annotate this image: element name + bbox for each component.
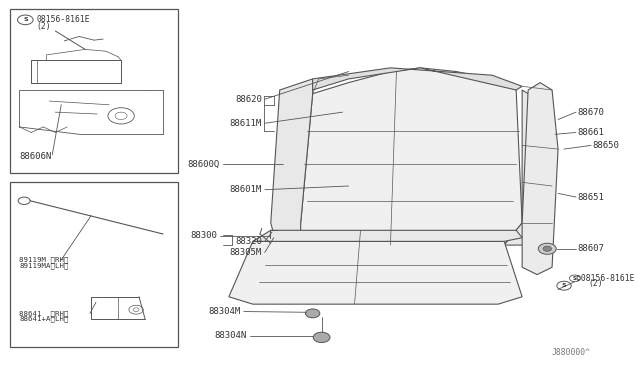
Text: 88607: 88607 (578, 244, 605, 253)
Text: S: S (573, 276, 577, 281)
Text: 88304N: 88304N (214, 331, 247, 340)
Text: 88304M: 88304M (209, 307, 241, 316)
Text: 89119MA〈LH〉: 89119MA〈LH〉 (19, 262, 69, 269)
Text: (2): (2) (588, 279, 603, 288)
Text: ©08156-8161E: ©08156-8161E (576, 274, 634, 283)
Text: S: S (562, 283, 566, 288)
Text: 88606N: 88606N (19, 152, 52, 161)
Text: 88641  〈RH〉: 88641 〈RH〉 (19, 310, 69, 317)
Circle shape (543, 246, 552, 251)
Polygon shape (271, 79, 313, 245)
Polygon shape (253, 230, 522, 241)
Text: 88600Q: 88600Q (188, 160, 220, 169)
Text: S: S (23, 17, 28, 22)
Text: 88601M: 88601M (230, 185, 262, 194)
Text: 88651: 88651 (578, 193, 605, 202)
Text: J880000^: J880000^ (552, 348, 591, 357)
Circle shape (313, 332, 330, 343)
Text: 88300: 88300 (190, 231, 217, 240)
Polygon shape (313, 68, 522, 90)
Text: (2): (2) (36, 22, 51, 31)
Polygon shape (276, 68, 522, 245)
Circle shape (538, 243, 556, 254)
Text: 88620: 88620 (235, 95, 262, 104)
Text: 88661: 88661 (578, 128, 605, 137)
Circle shape (305, 309, 320, 318)
Text: 08156-8161E: 08156-8161E (36, 15, 90, 24)
Text: 88670: 88670 (578, 108, 605, 117)
Text: 89119M 〈RH〉: 89119M 〈RH〉 (19, 257, 69, 263)
Text: 88641+A〈LH〉: 88641+A〈LH〉 (19, 315, 69, 322)
Polygon shape (229, 241, 522, 304)
Text: 88320: 88320 (235, 237, 262, 246)
Text: 88650: 88650 (593, 141, 620, 150)
Text: 88305M: 88305M (230, 248, 262, 257)
Polygon shape (522, 83, 558, 275)
Text: 88611M: 88611M (230, 119, 262, 128)
Polygon shape (504, 90, 540, 245)
